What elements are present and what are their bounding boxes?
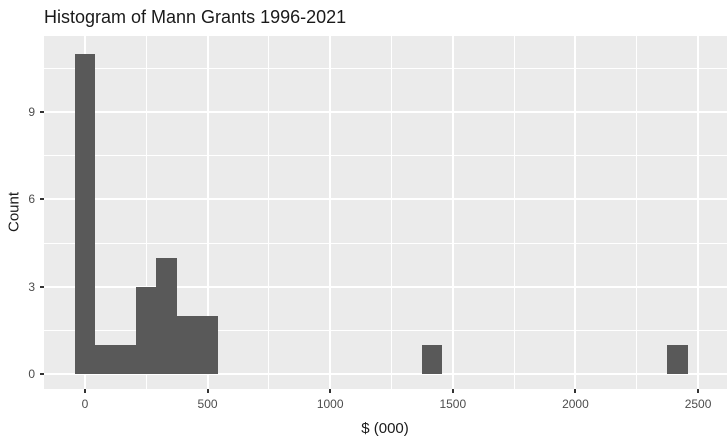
gridline-y-major: [44, 198, 727, 201]
x-tick-label: 1000: [316, 397, 344, 411]
histogram-bar: [95, 345, 116, 375]
x-tick-label: 2500: [684, 397, 712, 411]
histogram-bar: [115, 345, 137, 375]
histogram-bar: [136, 286, 157, 375]
y-tick-mark: [40, 285, 44, 288]
plot-panel: [44, 36, 727, 389]
x-tick-mark: [451, 389, 454, 393]
gridline-y-minor: [44, 155, 727, 157]
gridline-x-major: [451, 36, 454, 389]
chart-title: Histogram of Mann Grants 1996-2021: [44, 7, 347, 27]
gridline-x-minor: [636, 36, 638, 389]
gridline-x-minor: [391, 36, 392, 389]
gridline-y-minor: [44, 67, 727, 69]
histogram-bar: [422, 345, 443, 375]
histogram-bar: [197, 316, 218, 375]
gridline-x-major: [329, 36, 332, 389]
x-tick-label: 2000: [562, 397, 589, 411]
x-tick-mark: [329, 389, 332, 393]
gridline-x-major: [574, 36, 577, 389]
histogram-bar: [156, 257, 177, 375]
x-tick-mark: [574, 389, 577, 393]
histogram-bar: [667, 345, 688, 375]
gridline-y-minor: [44, 330, 727, 332]
gridline-y-major: [44, 110, 727, 113]
gridline-x-minor: [145, 36, 147, 389]
x-tick-label: 500: [197, 397, 218, 411]
gridline-y-major: [44, 373, 727, 376]
x-tick-mark: [206, 389, 209, 393]
y-tick-mark: [40, 110, 44, 113]
x-axis-title: $ (000): [361, 420, 409, 437]
x-tick-label: 0: [81, 397, 89, 411]
y-tick-mark: [40, 373, 44, 376]
gridline-y-major: [44, 285, 727, 288]
gridline-x-major: [206, 36, 209, 389]
y-tick-label: 6: [28, 192, 35, 207]
y-tick-label: 9: [28, 104, 35, 119]
x-tick-mark: [83, 389, 86, 393]
y-tick-mark: [40, 198, 44, 201]
y-tick-label: 3: [28, 279, 35, 294]
x-tick-mark: [697, 389, 700, 393]
gridline-x-minor: [268, 36, 270, 389]
y-tick-label: 0: [28, 367, 35, 382]
histogram-bar: [176, 316, 198, 375]
gridline-x-minor: [513, 36, 515, 389]
gridline-y-minor: [44, 242, 727, 244]
gridline-x-major: [697, 36, 700, 389]
x-tick-label: 1500: [439, 397, 467, 411]
histogram-bar: [74, 53, 96, 375]
